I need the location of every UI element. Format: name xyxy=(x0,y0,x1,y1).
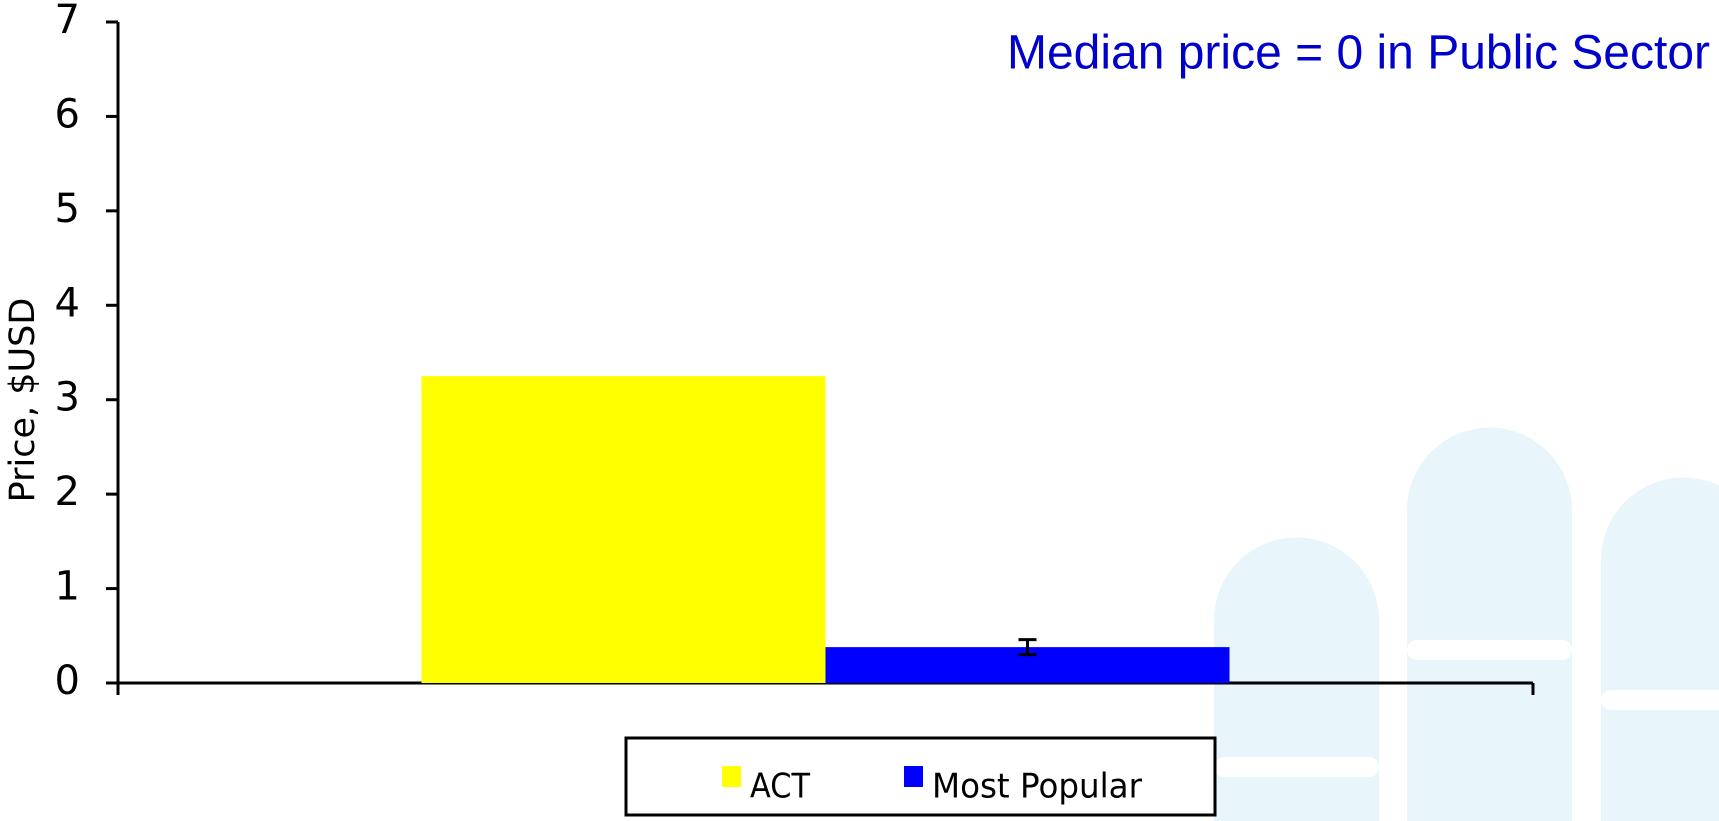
error-bar xyxy=(1018,638,1037,657)
background-decoration xyxy=(1214,427,1719,821)
y-tick-label: 0 xyxy=(55,658,80,704)
legend-swatch xyxy=(722,766,741,787)
legend-label: Most Popular xyxy=(932,767,1142,807)
y-axis-label: Price, $USD xyxy=(3,298,43,503)
y-tick-label: 6 xyxy=(55,91,80,137)
legend-label: ACT xyxy=(750,767,810,807)
y-tick-label: 5 xyxy=(55,186,80,232)
annotation: Median price = 0 in Public Sector xyxy=(1007,27,1710,80)
y-tick-label: 3 xyxy=(55,375,80,421)
legend-swatch xyxy=(904,766,923,787)
y-tick-label: 2 xyxy=(55,469,80,515)
y-tick-label: 7 xyxy=(55,0,80,43)
bar xyxy=(421,376,826,683)
legend: ACT Most Popular xyxy=(624,736,1217,817)
y-tick-label: 4 xyxy=(55,280,80,326)
y-tick-label: 1 xyxy=(55,564,80,610)
